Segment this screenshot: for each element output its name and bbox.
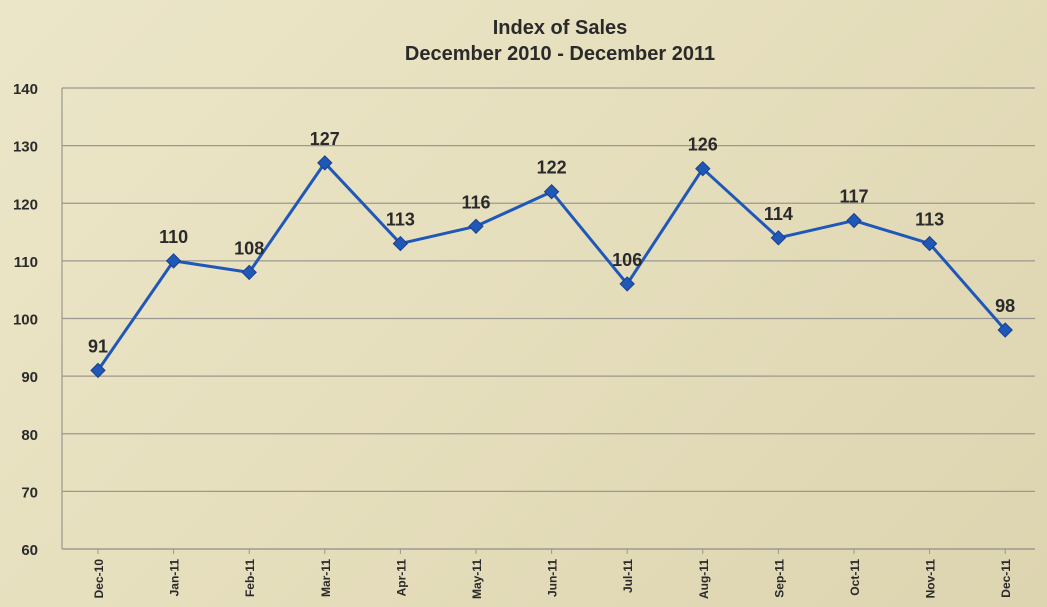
data-label: 117 <box>839 187 868 207</box>
y-tick-label: 130 <box>13 139 38 156</box>
x-tick-labels: Dec-10 Jan-11 Feb-11 Mar-11 Apr-11 May-11 Jun-… <box>92 559 1013 599</box>
x-tick-label: Jan-11 <box>168 559 182 597</box>
x-tick-label: Mar-11 <box>319 559 333 597</box>
x-tick-label: Aug-11 <box>697 559 711 599</box>
x-tick-label: Feb-11 <box>243 559 257 597</box>
x-tick-label: Nov-11 <box>924 559 938 599</box>
data-point-marker <box>317 155 333 171</box>
data-point-marker <box>543 184 560 200</box>
y-tick-label: 70 <box>21 484 38 501</box>
data-point-marker <box>846 212 862 229</box>
data-label: 127 <box>310 129 340 149</box>
data-label: 116 <box>461 192 490 212</box>
x-tick-label: Dec-11 <box>999 559 1013 598</box>
data-point-marker <box>90 362 106 379</box>
y-tick-label: 90 <box>21 369 38 386</box>
x-tick-label: Dec-10 <box>92 559 106 599</box>
x-tick-label: May-11 <box>470 559 484 599</box>
y-tick-label: 80 <box>21 427 38 444</box>
data-label: 113 <box>386 210 415 230</box>
x-tick-label: Apr-11 <box>394 559 408 597</box>
y-tick-label: 100 <box>13 312 38 329</box>
x-tick-label: Sep-11 <box>772 559 786 598</box>
data-point-marker <box>392 235 409 252</box>
y-tick-label: 110 <box>14 254 38 271</box>
axes <box>61 88 1035 554</box>
data-point-marker <box>770 230 787 246</box>
data-point-marker <box>165 253 182 269</box>
y-tick-label: 120 <box>13 196 38 213</box>
data-label: 126 <box>688 135 718 155</box>
x-tick-label: Oct-11 <box>848 559 862 596</box>
data-point-marker <box>997 322 1013 338</box>
y-tick-label: 140 <box>13 81 38 98</box>
data-label: 108 <box>234 238 264 258</box>
data-point-marker <box>695 160 711 177</box>
data-label: 98 <box>995 296 1015 316</box>
data-label: 122 <box>537 158 567 178</box>
chart-subtitle: December 2010 - December 2011 <box>404 43 716 65</box>
y-tick-label: 60 <box>21 542 38 559</box>
data-point-marker <box>619 276 635 292</box>
chart-title: Index of Sales <box>492 17 628 39</box>
y-tick-labels: 60 70 80 90 100 110 120 130 140 <box>13 81 38 559</box>
data-labels: 91 110 108 127 113 116 122 106 126 114 117 113 98 <box>88 129 1015 356</box>
data-label: 113 <box>915 210 944 230</box>
data-label: 110 <box>159 227 188 247</box>
data-point-marker <box>241 264 257 281</box>
data-point-marker <box>921 235 938 252</box>
data-markers <box>90 155 1013 379</box>
x-tick-label: Jul-11 <box>621 559 635 593</box>
x-tick-label: Jun-11 <box>546 559 560 597</box>
data-label: 114 <box>764 204 793 224</box>
data-point-marker <box>468 218 484 235</box>
data-label: 91 <box>88 336 108 356</box>
data-label: 106 <box>612 250 642 270</box>
